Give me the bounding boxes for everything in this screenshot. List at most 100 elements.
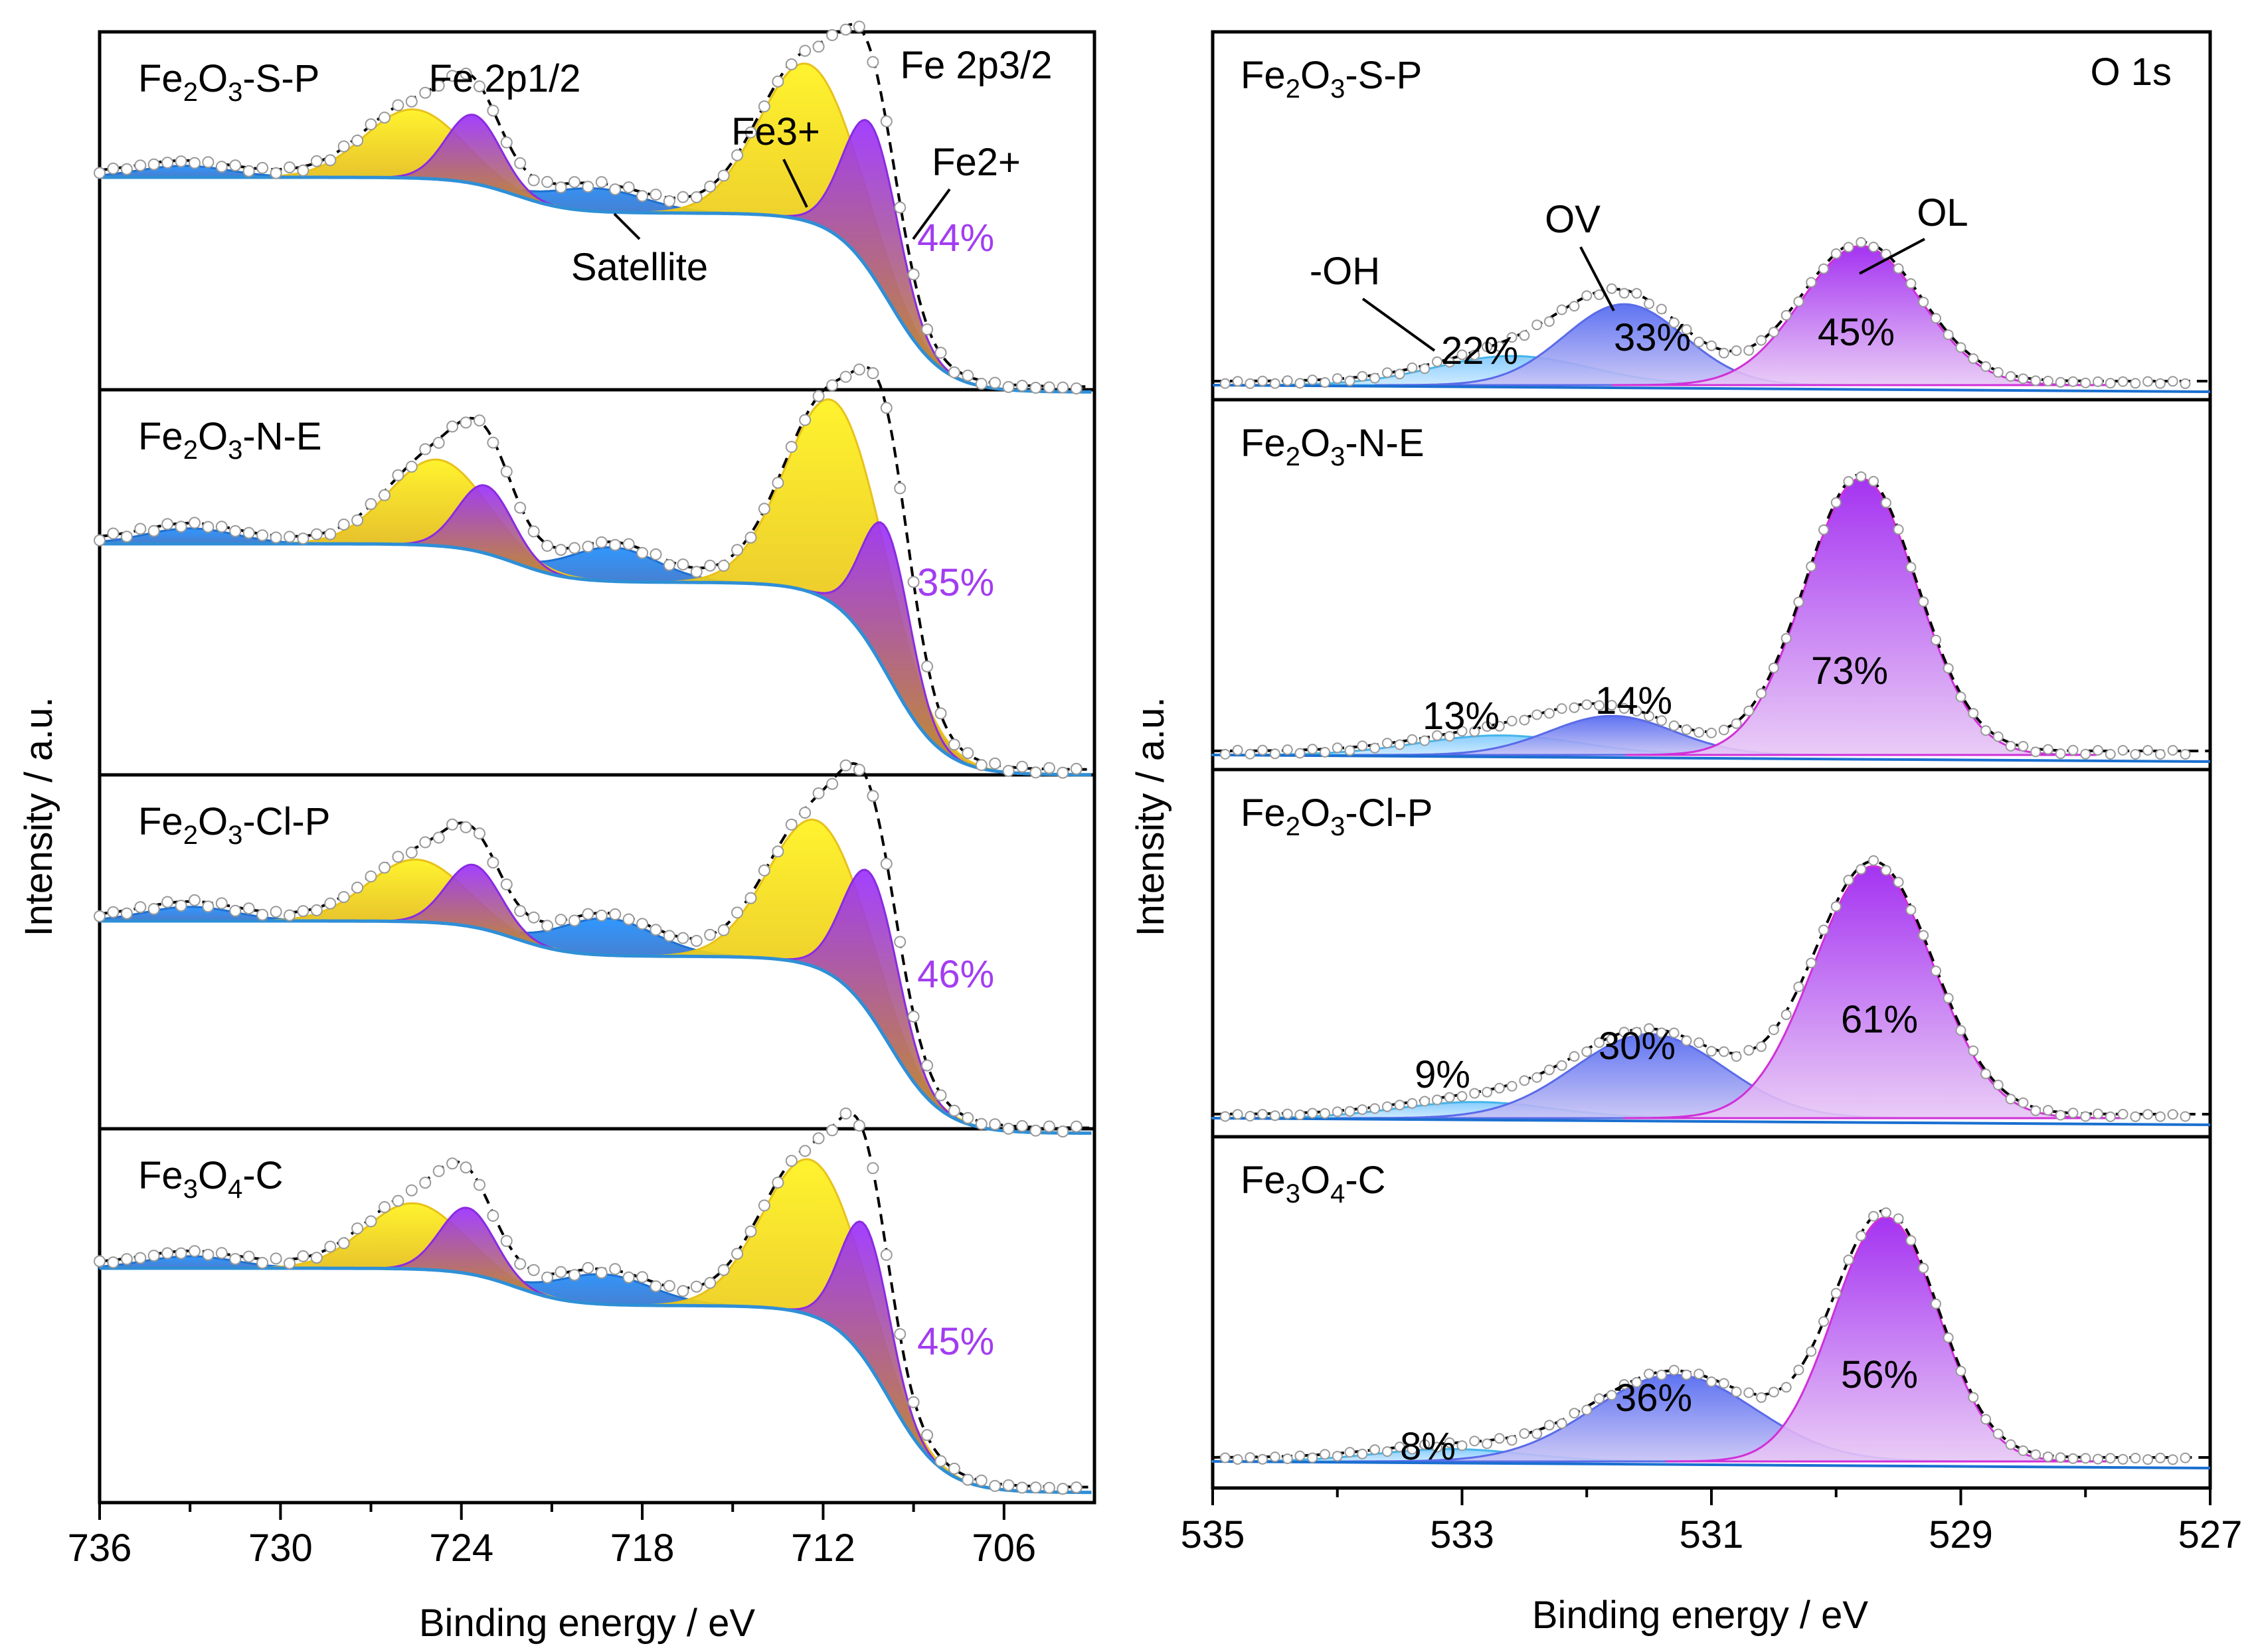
raw-data-point: [1569, 1051, 1580, 1062]
raw-data-point: [839, 371, 852, 383]
raw-data-point: [1644, 710, 1655, 722]
raw-data-point: [310, 528, 323, 540]
raw-data-point: [650, 189, 662, 201]
raw-data-point: [1419, 363, 1430, 374]
raw-data-point: [772, 75, 784, 88]
raw-data-point: [1793, 1364, 1804, 1376]
raw-data-point: [2117, 376, 2128, 387]
raw-data-point: [541, 920, 554, 932]
raw-data-point: [1668, 1364, 1680, 1376]
raw-data-point: [1830, 901, 1842, 912]
raw-data-point: [1992, 731, 2004, 742]
raw-data-point: [1294, 1450, 1306, 1461]
raw-data-point: [365, 1215, 377, 1228]
raw-data-point: [1644, 1368, 1655, 1380]
raw-data-point: [1282, 1108, 1293, 1119]
raw-data-point: [1245, 1452, 1256, 1463]
raw-data-point: [731, 149, 744, 161]
raw-data-point: [1768, 1024, 1779, 1035]
raw-data-point: [772, 1177, 784, 1189]
raw-data-point: [609, 183, 622, 196]
raw-data-point: [405, 460, 418, 473]
raw-data-point: [758, 503, 770, 515]
raw-data-point: [934, 347, 947, 359]
raw-data-point: [1344, 1106, 1355, 1117]
raw-data-point: [1407, 1444, 1418, 1455]
background-line: [1212, 1460, 2211, 1469]
raw-data-point: [921, 1059, 934, 1072]
raw-data-point: [975, 378, 988, 390]
raw-data-point: [1332, 1106, 1343, 1117]
raw-data-point: [1381, 1446, 1393, 1457]
raw-data-point: [636, 190, 649, 203]
oh-percent-label: 9%: [1415, 1053, 1470, 1096]
sample-label-part: Fe: [138, 57, 183, 100]
raw-data-point: [690, 1280, 703, 1293]
raw-data-point: [2154, 1111, 2166, 1122]
raw-data-point: [2042, 1451, 2053, 1462]
raw-data-point: [677, 1285, 689, 1297]
raw-data-point: [1320, 746, 1330, 758]
raw-data-point: [1968, 708, 1979, 719]
raw-data-point: [1780, 633, 1792, 644]
ov-label: OV: [1545, 198, 1601, 241]
raw-data-point: [1257, 1109, 1268, 1120]
raw-data-point: [867, 1162, 879, 1175]
o1s-corner-label: O 1s: [2091, 50, 2172, 94]
raw-data-point: [1656, 1369, 1667, 1380]
raw-data-point: [1631, 288, 1642, 299]
raw-data-point: [934, 1089, 947, 1102]
sample-label: Fe2O3-Cl-P: [1241, 791, 1432, 841]
raw-data-point: [1494, 1082, 1505, 1094]
raw-data-point: [1793, 296, 1804, 307]
raw-data-point: [2067, 1453, 2079, 1464]
left-x-tick-label: 736: [68, 1527, 132, 1570]
raw-data-point: [989, 1479, 1001, 1492]
raw-data-point: [1569, 301, 1580, 312]
raw-data-point: [867, 367, 879, 379]
raw-data-point: [1245, 378, 1256, 389]
raw-data-point: [1456, 1091, 1468, 1102]
raw-data-point: [2167, 376, 2178, 387]
raw-data-point: [1482, 1438, 1493, 1449]
raw-data-point: [1543, 316, 1555, 327]
sample-label-part: O: [1300, 791, 1330, 835]
raw-data-point: [487, 104, 499, 117]
sample-label-part: O: [198, 800, 228, 843]
raw-data-point: [1029, 766, 1042, 779]
raw-data-point: [839, 759, 852, 772]
raw-data-point: [622, 913, 635, 926]
raw-data-point: [541, 540, 554, 552]
raw-data-point: [1257, 375, 1268, 386]
sample-label-subscript: 4: [1330, 1179, 1345, 1208]
raw-data-point: [1394, 369, 1405, 380]
raw-data-point: [1456, 349, 1468, 361]
raw-data-point: [1693, 727, 1705, 738]
raw-data-point: [1968, 353, 1979, 365]
raw-data-point: [812, 390, 825, 402]
raw-data-point: [1581, 1046, 1593, 1057]
ov-percent-label: 14%: [1595, 679, 1672, 722]
raw-data-point: [1743, 1387, 1755, 1398]
raw-data-point: [242, 165, 255, 177]
raw-data-point: [2042, 1105, 2053, 1116]
fe2p-spectrum: [94, 21, 1092, 394]
raw-data-point: [962, 747, 974, 760]
raw-data-point: [1394, 739, 1405, 750]
raw-data-point: [215, 161, 228, 173]
raw-data-point: [1245, 748, 1256, 760]
right-x-axis-title: Binding energy / eV: [1532, 1594, 1869, 1637]
raw-data-point: [1780, 309, 1792, 321]
raw-data-point: [717, 169, 730, 182]
raw-data-point: [1893, 876, 1904, 888]
raw-data-point: [555, 181, 567, 194]
o1s-spectrum: [1211, 855, 2211, 1126]
sample-label: Fe3O4-C: [138, 1154, 284, 1204]
raw-data-point: [1444, 730, 1455, 742]
raw-data-point: [1631, 706, 1642, 716]
sample-label-part: Fe: [1241, 791, 1286, 835]
raw-data-point: [744, 126, 757, 139]
raw-data-point: [1519, 1075, 1530, 1086]
raw-data-point: [1016, 1119, 1029, 1132]
sample-label-subscript: 3: [1286, 1179, 1300, 1208]
